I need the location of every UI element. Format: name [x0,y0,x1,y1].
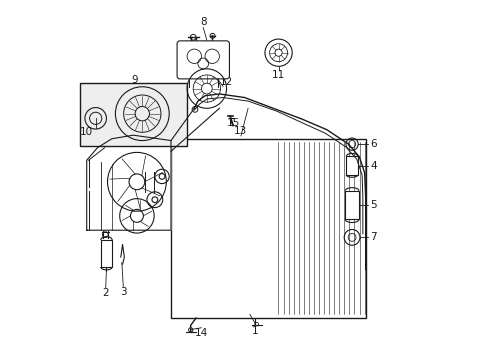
Text: 15: 15 [226,118,239,128]
Polygon shape [86,135,171,230]
FancyBboxPatch shape [177,41,229,79]
Text: 14: 14 [194,328,208,338]
Bar [345,191,358,220]
Text: 5: 5 [369,200,376,210]
Text: 6: 6 [369,139,376,149]
Text: 3: 3 [120,287,126,297]
Text: 13: 13 [234,126,247,135]
Bar [346,156,357,175]
Bar [101,240,112,267]
Text: 9: 9 [132,75,138,85]
Text: 8: 8 [200,17,206,27]
Bar [171,139,366,318]
Text: 10: 10 [80,127,93,136]
Text: 4: 4 [369,161,376,171]
Text: 12: 12 [220,77,233,87]
Text: 1: 1 [251,325,258,336]
Bar [80,83,187,146]
Text: 7: 7 [369,232,376,242]
Text: 2: 2 [102,288,109,298]
Text: 11: 11 [271,70,285,80]
